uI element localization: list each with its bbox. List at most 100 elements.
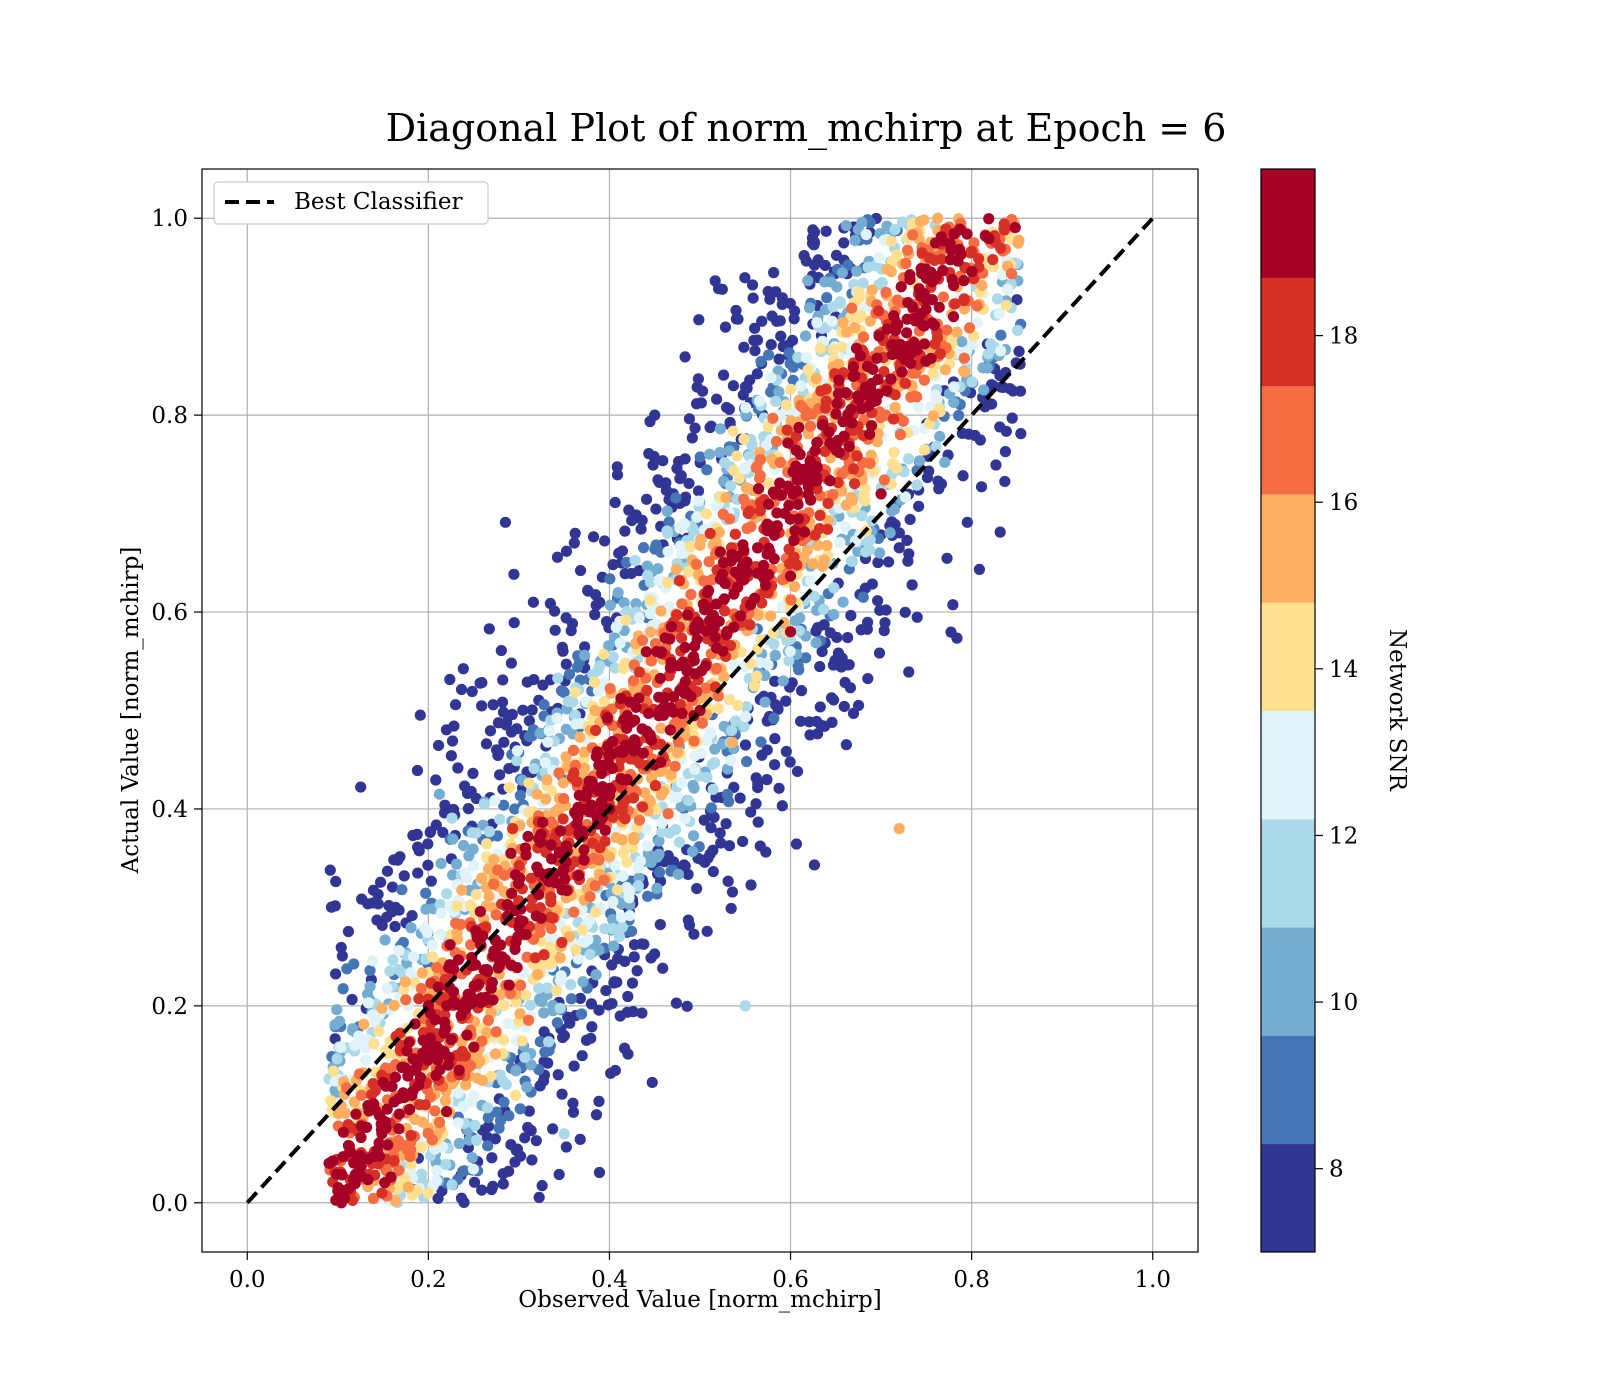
scatter-point xyxy=(511,755,523,767)
scatter-point xyxy=(833,374,845,386)
scatter-point xyxy=(811,461,823,473)
scatter-point xyxy=(819,445,831,457)
scatter-point xyxy=(738,341,750,353)
scatter-point xyxy=(911,611,923,623)
scatter-point xyxy=(641,560,653,572)
scatter-point xyxy=(871,352,883,364)
scatter-point xyxy=(656,817,668,829)
scatter-point xyxy=(929,254,941,267)
scatter-point xyxy=(560,751,572,763)
scatter-point xyxy=(655,756,667,768)
scatter-point xyxy=(522,830,534,843)
scatter-point xyxy=(691,511,704,523)
scatter-point xyxy=(788,485,800,497)
scatter-point xyxy=(703,556,715,568)
scatter-point xyxy=(379,934,391,946)
scatter-point xyxy=(530,910,542,922)
scatter-point xyxy=(440,1105,453,1118)
scatter-point xyxy=(679,675,691,688)
scatter-point xyxy=(927,368,939,380)
scatter-point xyxy=(839,521,851,533)
scatter-point xyxy=(795,380,807,392)
scatter-point xyxy=(791,765,804,778)
scatter-point xyxy=(603,790,616,802)
scatter-point xyxy=(823,426,835,438)
scatter-point xyxy=(718,605,731,617)
scatter-point xyxy=(832,358,844,370)
scatter-point xyxy=(963,322,976,334)
scatter-point xyxy=(941,552,953,564)
scatter-point xyxy=(705,420,717,432)
scatter-point xyxy=(840,219,852,232)
y-axis-label: Actual Value [norm_mchirp] xyxy=(118,547,144,875)
scatter-point xyxy=(382,1139,394,1151)
scatter-point xyxy=(901,534,913,546)
scatter-point xyxy=(441,888,453,900)
scatter-point xyxy=(784,570,797,582)
scatter-point xyxy=(510,936,522,948)
scatter-point xyxy=(700,508,712,520)
scatter-point xyxy=(947,599,959,611)
y-axis-ticks: 0.0 0.2 0.4 0.6 0.8 1.0 xyxy=(151,206,202,1217)
scatter-point xyxy=(973,253,985,265)
scatter-point xyxy=(790,430,802,442)
scatter-point xyxy=(893,542,905,554)
scatter-point xyxy=(455,683,468,696)
scatter-point xyxy=(461,872,473,884)
x-axis-label: Observed Value [norm_mchirp] xyxy=(518,1287,881,1313)
scatter-point xyxy=(631,965,643,977)
scatter-point xyxy=(703,448,716,460)
scatter-point xyxy=(558,1128,570,1140)
scatter-point xyxy=(490,909,502,921)
scatter-point xyxy=(729,566,742,578)
scatter-point xyxy=(514,789,526,802)
scatter-point xyxy=(567,744,580,756)
scatter-point xyxy=(373,1137,385,1149)
scatter-point xyxy=(447,869,459,881)
scatter-point xyxy=(557,1031,569,1044)
scatter-point xyxy=(663,827,676,839)
scatter-point xyxy=(558,686,570,698)
scatter-point xyxy=(739,463,751,475)
scatter-point xyxy=(810,637,822,649)
scatter-point xyxy=(548,605,561,617)
scatter-point xyxy=(790,838,803,850)
scatter-point xyxy=(582,585,594,597)
colorbar-tick-label: 8 xyxy=(1329,1157,1344,1183)
scatter-point xyxy=(398,870,410,882)
scatter-point xyxy=(800,352,813,364)
scatter-point xyxy=(732,581,744,593)
scatter-point xyxy=(723,796,735,808)
scatter-point xyxy=(834,536,846,548)
scatter-point xyxy=(599,835,611,848)
scatter-point xyxy=(773,386,785,398)
scatter-point xyxy=(577,976,589,988)
scatter-point xyxy=(862,400,875,412)
scatter-point xyxy=(591,746,603,758)
scatter-point xyxy=(886,339,898,351)
scatter-point xyxy=(609,662,621,674)
scatter-point xyxy=(640,823,652,835)
scatter-point xyxy=(538,949,550,961)
scatter-point xyxy=(720,492,732,504)
scatter-point xyxy=(525,1059,537,1071)
scatter-point xyxy=(586,776,598,788)
scatter-point xyxy=(893,527,905,539)
scatter-point xyxy=(330,968,342,980)
scatter-point xyxy=(585,998,598,1010)
scatter-point xyxy=(569,709,581,721)
scatter-point xyxy=(752,609,764,621)
scatter-point xyxy=(714,423,727,435)
scatter-point xyxy=(440,1158,452,1171)
scatter-point xyxy=(520,928,532,941)
scatter-point xyxy=(492,717,505,729)
scatter-point xyxy=(783,655,795,667)
scatter-point xyxy=(760,439,773,452)
scatter-point xyxy=(789,580,801,593)
scatter-point xyxy=(537,679,549,691)
scatter-point xyxy=(620,556,633,569)
scatter-point xyxy=(688,735,700,747)
scatter-point xyxy=(465,899,477,911)
scatter-point xyxy=(422,1127,434,1140)
scatter-point xyxy=(521,1081,533,1093)
